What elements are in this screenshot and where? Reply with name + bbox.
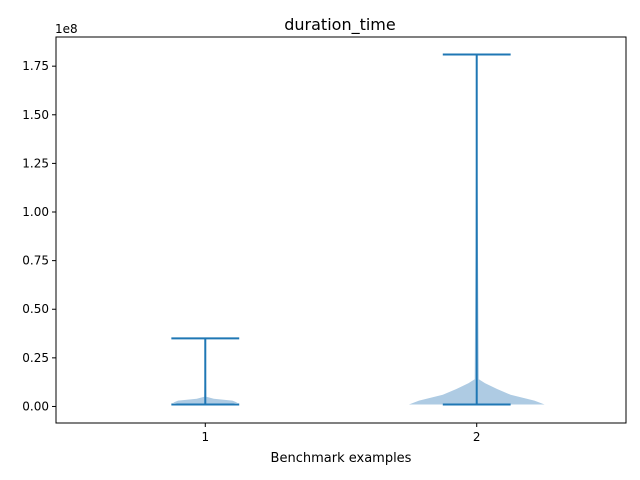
x-axis-label: Benchmark examples: [271, 451, 412, 466]
x-tick-label: 1: [201, 430, 209, 444]
y-tick-label: 1.50: [22, 108, 49, 122]
y-offset-text: 1e8: [55, 22, 78, 36]
y-tick-label: 0.00: [22, 399, 49, 413]
y-tick-label: 1.00: [22, 205, 49, 219]
violin-layer: [171, 53, 545, 406]
y-tick-label: 0.75: [22, 254, 49, 268]
plot-frame: [55, 36, 627, 424]
chart-title: duration_time: [284, 15, 395, 35]
y-tick-label: 1.75: [22, 59, 49, 73]
x-tick-label: 2: [473, 430, 481, 444]
axis-layer: 0.00 0.25 0.50 0.75 1.00 1.25 1.50 1.75 1 2: [22, 59, 480, 444]
y-tick-label: 1.25: [22, 156, 49, 170]
y-tick-label: 0.50: [22, 302, 49, 316]
y-tick-label: 0.25: [22, 351, 49, 365]
